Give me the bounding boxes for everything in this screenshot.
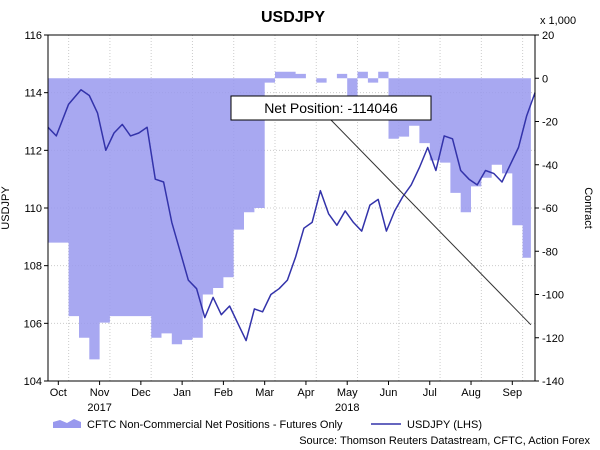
right-axis-ticks: 20 0 -20 -40 -60 -80 -100 -120 -140 xyxy=(535,30,564,388)
right-tick-label: -60 xyxy=(542,203,558,215)
legend-area-label: CFTC Non-Commercial Net Positions - Futu… xyxy=(87,419,343,431)
left-tick-label: 110 xyxy=(24,203,42,215)
month-tick-label: Mar xyxy=(255,387,274,399)
month-tick-label: Sep xyxy=(503,387,523,399)
right-tick-label: -100 xyxy=(542,290,564,302)
legend-area-swatch xyxy=(53,419,81,428)
month-tick-label: Aug xyxy=(461,387,481,399)
right-tick-label: -140 xyxy=(542,376,564,388)
net-position-area-fill xyxy=(48,71,531,360)
right-axis-multiplier: x 1,000 xyxy=(540,15,576,27)
right-tick-label: -80 xyxy=(542,246,558,258)
month-tick-label: Jul xyxy=(423,387,437,399)
month-tick-label: Jun xyxy=(380,387,398,399)
left-tick-label: 114 xyxy=(24,88,42,100)
right-tick-label: 20 xyxy=(542,30,554,42)
month-tick-label: May xyxy=(337,387,358,399)
month-tick-label: Oct xyxy=(50,387,67,399)
left-tick-label: 106 xyxy=(24,318,42,330)
year-label: 2018 xyxy=(335,402,359,414)
left-tick-label: 108 xyxy=(24,261,42,273)
left-axis-label: USDJPY xyxy=(0,186,12,230)
year-label: 2017 xyxy=(87,402,111,414)
annotation-label: Net Position: -114046 xyxy=(264,100,398,116)
left-axis-ticks: 104 106 108 110 112 114 116 xyxy=(24,30,48,388)
right-tick-label: 0 xyxy=(542,73,548,85)
right-tick-label: -120 xyxy=(542,333,564,345)
month-tick-label: Feb xyxy=(214,387,233,399)
month-tick-label: Nov xyxy=(90,387,110,399)
annotation-box xyxy=(230,95,432,121)
right-tick-label: -20 xyxy=(542,117,558,129)
month-tick-label: Jan xyxy=(173,387,191,399)
month-tick-label: Apr xyxy=(297,387,314,399)
left-tick-label: 104 xyxy=(24,376,42,388)
annotation-leader-line xyxy=(330,119,532,326)
right-axis-label: Contract xyxy=(582,187,594,229)
left-tick-label: 112 xyxy=(24,145,42,157)
chart-title: USDJPY xyxy=(261,9,325,26)
legend-line-label: USDJPY (LHS) xyxy=(407,419,482,431)
left-tick-label: 116 xyxy=(24,30,42,42)
right-tick-label: -40 xyxy=(542,160,558,172)
net-position-area xyxy=(48,71,531,360)
usdjpy-line-path xyxy=(47,89,536,342)
source-note: Source: Thomson Reuters Datastream, CFTC… xyxy=(299,435,590,447)
legend: CFTC Non-Commercial Net Positions - Futu… xyxy=(53,419,482,431)
usdjpy-line xyxy=(47,89,536,342)
net-position-annotation: Net Position: -114046 xyxy=(230,95,532,326)
month-axis-ticks: Oct Nov Dec Jan Feb Mar Apr May Jun Jul Aug Sep 2017… xyxy=(50,381,522,414)
month-tick-label: Dec xyxy=(131,387,151,399)
